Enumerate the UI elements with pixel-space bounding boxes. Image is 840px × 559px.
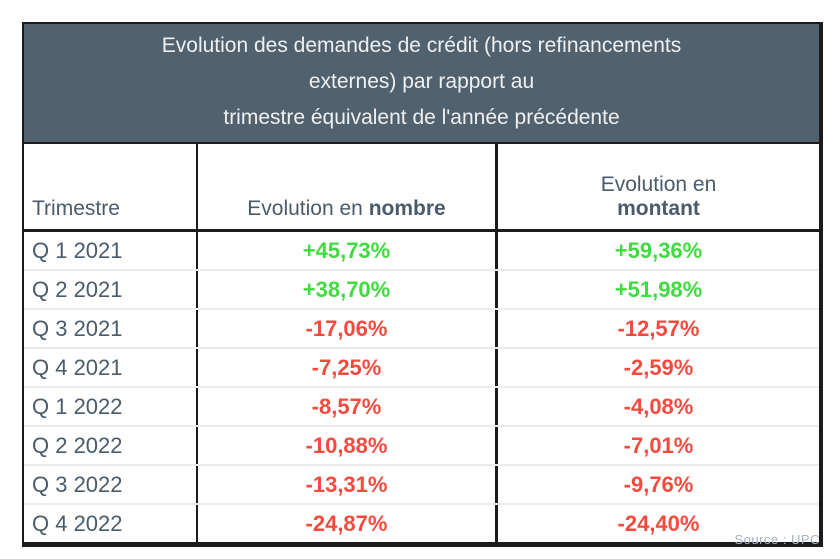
trimestre-cell: Q 1 2022 — [32, 393, 123, 419]
table-row: Q 4 2022 -24,87% -24,40% — [24, 503, 819, 542]
table-row: Q 1 2022 -8,57% -4,08% — [24, 386, 819, 425]
nombre-cell: +38,70% — [196, 271, 498, 308]
nombre-cell: -24,87% — [196, 505, 498, 542]
table-title-line-1: Evolution des demandes de crédit (hors r… — [161, 34, 682, 57]
column-header-montant: Evolution en montant — [498, 144, 819, 229]
source-caption: Source : UPC — [734, 532, 820, 547]
trimestre-cell: Q 3 2021 — [32, 315, 123, 341]
trimestre-cell: Q 3 2022 — [32, 471, 123, 497]
table-row: Q 2 2021 +38,70% +51,98% — [24, 269, 819, 308]
nombre-cell: -13,31% — [196, 466, 498, 503]
table-row: Q 3 2022 -13,31% -9,76% — [24, 464, 819, 503]
column-header-nombre-prefix: Evolution en — [247, 197, 363, 220]
montant-cell: -9,76% — [623, 471, 694, 497]
trimestre-cell: Q 4 2022 — [32, 510, 123, 536]
table-row: Q 2 2022 -10,88% -7,01% — [24, 425, 819, 464]
table-row: Q 4 2021 -7,25% -2,59% — [24, 347, 819, 386]
table-title: Evolution des demandes de crédit (hors r… — [24, 24, 819, 144]
trimestre-cell: Q 2 2022 — [32, 432, 123, 458]
montant-cell: -24,40% — [617, 510, 700, 536]
table-title-line-2: externes) par rapport au — [308, 70, 535, 93]
nombre-cell: -7,25% — [196, 349, 498, 386]
credit-evolution-table: Evolution des demandes de crédit (hors r… — [22, 22, 823, 547]
trimestre-cell: Q 4 2021 — [32, 354, 123, 380]
column-header-montant-bold: montant — [617, 197, 700, 220]
montant-cell: +59,36% — [614, 237, 703, 263]
nombre-cell: +45,73% — [196, 232, 498, 269]
nombre-cell: -17,06% — [196, 310, 498, 347]
montant-cell: -2,59% — [623, 354, 694, 380]
table-row: Q 1 2021 +45,73% +59,36% — [24, 232, 819, 269]
column-header-trimestre-label: Trimestre — [32, 197, 120, 220]
column-header-nombre-bold: nombre — [368, 197, 446, 220]
montant-cell: -12,57% — [617, 315, 700, 341]
nombre-cell: -10,88% — [196, 427, 498, 464]
nombre-cell: -8,57% — [196, 388, 498, 425]
column-header-montant-prefix: Evolution en — [600, 173, 717, 196]
trimestre-cell: Q 2 2021 — [32, 276, 123, 302]
column-header-nombre: Evolution en nombre — [196, 144, 498, 229]
table-title-line-3: trimestre équivalent de l'année précéden… — [223, 106, 620, 129]
table-row: Q 3 2021 -17,06% -12,57% — [24, 308, 819, 347]
montant-cell: +51,98% — [614, 276, 703, 302]
table-header-row: Trimestre Evolution en nombre Evolution … — [24, 144, 819, 232]
montant-cell: -4,08% — [623, 393, 694, 419]
column-header-trimestre: Trimestre — [24, 144, 196, 229]
trimestre-cell: Q 1 2021 — [32, 237, 123, 263]
montant-cell: -7,01% — [623, 432, 694, 458]
